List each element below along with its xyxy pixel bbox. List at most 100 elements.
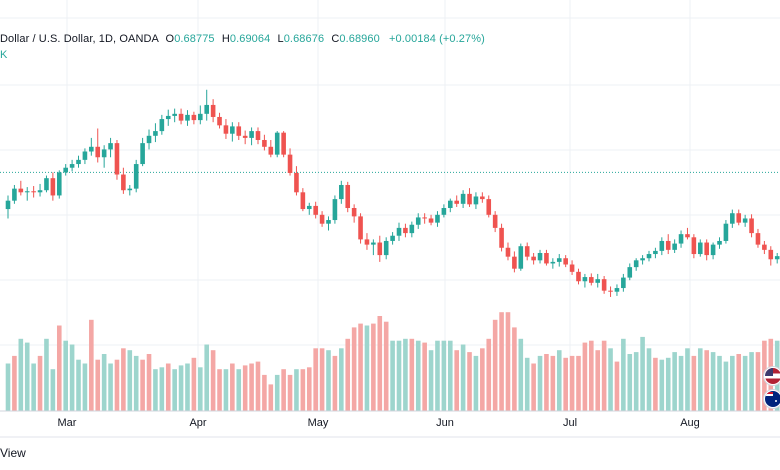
volume-bar	[672, 352, 677, 411]
candle	[749, 214, 754, 238]
candle-body	[306, 205, 312, 210]
close-value: 0.68960	[339, 33, 380, 45]
volume-bar	[460, 344, 466, 411]
volume-bar	[255, 361, 261, 411]
volume-bar	[172, 369, 177, 411]
candle-body	[95, 146, 101, 158]
candle	[415, 213, 421, 229]
volume-bar	[18, 338, 24, 411]
volume-bar	[165, 363, 171, 411]
candle-body	[710, 244, 716, 256]
volume-bar	[345, 338, 351, 411]
volume-bar	[524, 357, 530, 411]
volume-bar	[159, 367, 165, 411]
low-value: 0.68676	[283, 33, 325, 45]
candle	[242, 130, 248, 145]
candle	[95, 128, 101, 163]
candle	[133, 159, 139, 193]
candle-body	[210, 104, 216, 117]
candle	[210, 99, 216, 123]
candle-body	[101, 149, 107, 158]
candle	[480, 192, 485, 203]
candle	[274, 131, 280, 158]
x-tick-label: Aug	[680, 417, 700, 429]
candle-body	[82, 151, 88, 160]
volume-bar	[390, 340, 395, 411]
volume-bar	[274, 374, 280, 411]
candle	[153, 123, 158, 143]
volume-bar	[736, 354, 742, 411]
volume-bar	[730, 355, 735, 411]
candle	[345, 181, 351, 213]
candle-body	[89, 146, 94, 152]
open-key: O	[165, 33, 175, 45]
candle	[653, 247, 658, 259]
candle	[710, 242, 716, 260]
volume-bar	[435, 340, 440, 411]
volume-bars	[5, 312, 780, 411]
footer-view-label[interactable]: View	[0, 446, 26, 460]
candle-body	[108, 143, 113, 150]
candle	[306, 202, 312, 215]
volume-bar	[140, 359, 145, 411]
candle	[396, 222, 402, 241]
candle-body	[300, 192, 306, 210]
candle	[287, 148, 293, 176]
candle	[762, 240, 767, 255]
candle	[422, 213, 427, 224]
volume-bar	[101, 354, 107, 411]
candle-body	[621, 277, 626, 289]
candle	[454, 195, 459, 207]
candle	[691, 234, 697, 259]
volume-bar	[198, 367, 203, 411]
candle	[755, 228, 761, 248]
candle	[742, 214, 748, 227]
volume-bar	[63, 340, 68, 411]
candle-body	[512, 256, 517, 269]
candle-body	[627, 267, 633, 278]
volume-bar	[486, 338, 492, 411]
candle-body	[326, 220, 331, 224]
candle-body	[313, 205, 318, 215]
volume-bar	[108, 363, 113, 411]
symbol-label: Dollar / U.S. Dollar, 1D, OANDA	[0, 33, 159, 45]
volume-bar	[576, 355, 581, 411]
volume-bar	[242, 365, 248, 411]
volume-bar	[447, 340, 453, 411]
candle-body	[704, 242, 709, 256]
candle-body	[127, 188, 133, 191]
volume-bar	[601, 340, 607, 411]
candle-body	[165, 115, 171, 120]
volume-bar	[268, 384, 274, 411]
candle-body	[460, 193, 466, 204]
candle-body	[63, 167, 68, 173]
volume-bar	[512, 327, 517, 411]
candle	[582, 273, 588, 288]
candle	[204, 89, 210, 121]
candle	[114, 139, 120, 180]
volume-bar	[76, 359, 81, 411]
candle	[576, 268, 581, 285]
candle-body	[383, 240, 389, 256]
candle	[44, 175, 49, 193]
candle	[467, 188, 472, 207]
candle	[569, 260, 575, 275]
x-tick-label: Apr	[189, 417, 207, 429]
candle-body	[364, 239, 370, 245]
volume-indicator-label[interactable]: K	[0, 49, 8, 61]
candle-body	[287, 154, 293, 173]
volume-bar	[377, 316, 383, 411]
candle-body	[415, 217, 421, 225]
volume-bar	[550, 355, 556, 411]
candle-body	[44, 178, 49, 191]
candle-body	[435, 214, 440, 223]
candle	[268, 139, 274, 158]
candle-body	[537, 252, 543, 261]
candle-body	[217, 116, 222, 126]
candle	[332, 195, 338, 224]
candle-body	[281, 132, 286, 155]
low-key: L	[277, 33, 284, 45]
candle-body	[274, 132, 280, 155]
volume-bar	[204, 344, 210, 411]
